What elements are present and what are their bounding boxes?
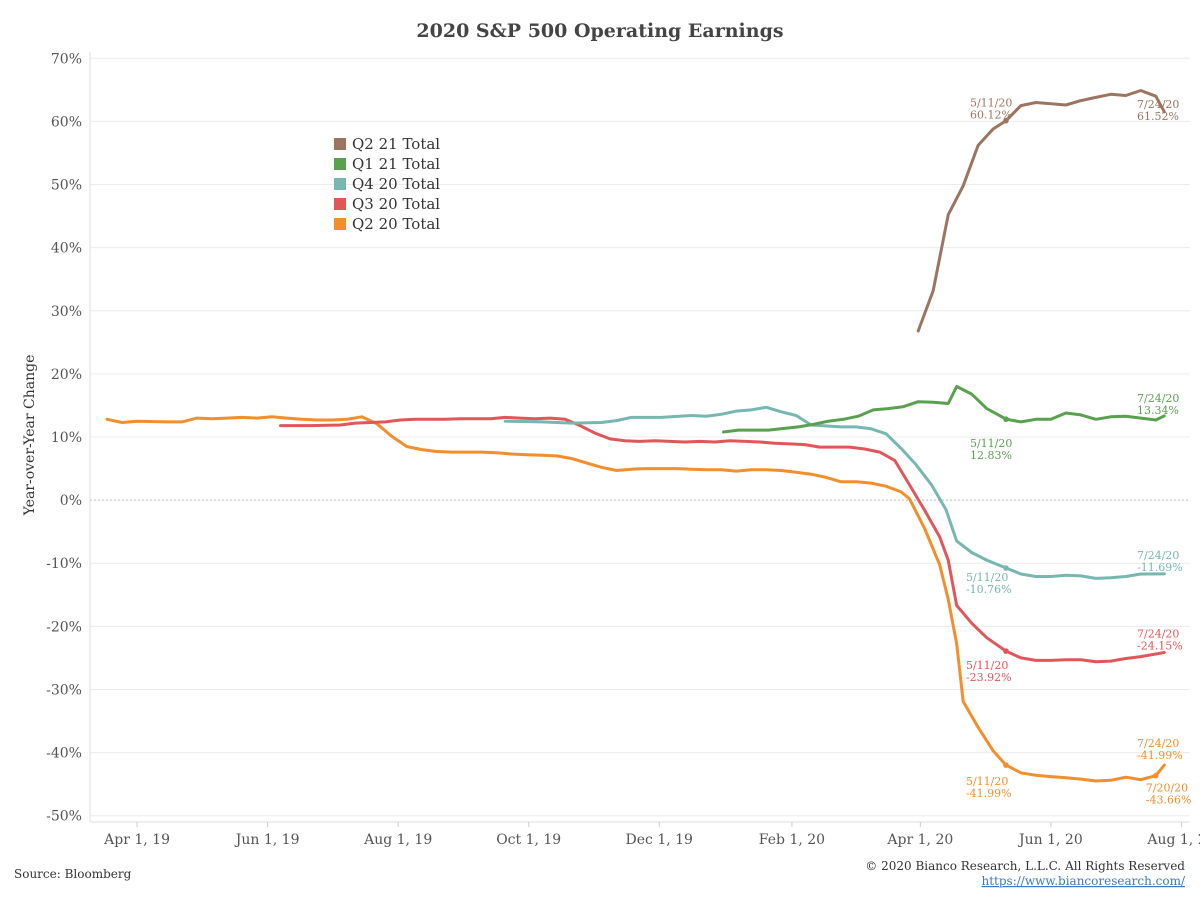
legend-swatch xyxy=(334,138,346,150)
series-line xyxy=(503,405,1166,580)
series-lines xyxy=(105,89,1166,783)
legend-label: Q3 20 Total xyxy=(352,195,440,213)
annotations: 5/11/2060.12%7/24/2061.52%5/11/2012.83%7… xyxy=(966,97,1191,807)
x-tick-label: Oct 1, 19 xyxy=(496,832,561,848)
x-tick-label: Dec 1, 19 xyxy=(626,832,693,848)
data-label-value: -41.99% xyxy=(1137,749,1183,762)
legend-swatch xyxy=(334,218,346,230)
x-tick-label: Jun 1, 20 xyxy=(1017,832,1083,848)
data-label-date: 7/24/20 xyxy=(1137,549,1179,562)
legend-label: Q1 21 Total xyxy=(352,155,440,173)
markers xyxy=(1003,117,1159,779)
x-tick-label: Apr 1, 20 xyxy=(886,832,953,848)
website-link[interactable]: https://www.biancoresearch.com/ xyxy=(981,874,1185,888)
data-label-date: 5/11/20 xyxy=(966,571,1008,584)
series-line xyxy=(722,385,1166,434)
x-tick-label: Aug 1, 19 xyxy=(363,832,432,848)
y-tick-label: 60% xyxy=(51,114,82,130)
gridlines xyxy=(90,57,1190,817)
data-label-date: 5/11/20 xyxy=(966,659,1008,672)
data-label-date: 5/11/20 xyxy=(966,775,1008,788)
y-tick-label: -20% xyxy=(46,619,82,635)
series-line xyxy=(105,415,1166,783)
series-line xyxy=(916,89,1166,333)
data-point-marker xyxy=(1003,565,1009,571)
legend: Q2 21 Total Q1 21 Total Q4 20 Total Q3 20 T… xyxy=(334,135,440,233)
source-note: Source: Bloomberg xyxy=(14,867,132,881)
data-label-value: 12.83% xyxy=(970,449,1012,462)
data-label-value: -41.99% xyxy=(966,787,1012,800)
data-label-date: 5/11/20 xyxy=(970,437,1012,450)
data-point-marker xyxy=(1003,416,1009,422)
data-label-value: 13.34% xyxy=(1137,404,1179,417)
y-tick-label: -30% xyxy=(46,682,82,698)
data-label-value: -24.15% xyxy=(1137,640,1183,653)
data-label-value: -23.92% xyxy=(966,671,1012,684)
copyright-note: © 2020 Bianco Research, L.L.C. All Right… xyxy=(865,859,1185,873)
data-point-marker xyxy=(1003,762,1009,768)
y-tick-label: 70% xyxy=(51,51,82,67)
data-label-date: 7/24/20 xyxy=(1137,737,1179,750)
legend-label: Q2 20 Total xyxy=(352,215,440,233)
y-tick-label: 30% xyxy=(51,304,82,320)
data-label-date: 7/24/20 xyxy=(1137,98,1179,111)
legend-label: Q2 21 Total xyxy=(352,135,440,153)
legend-swatch xyxy=(334,158,346,170)
data-point-marker xyxy=(1152,772,1159,779)
y-tick-label: -10% xyxy=(46,556,82,572)
y-tick-label: 10% xyxy=(51,430,82,446)
x-tick-label: Feb 1, 20 xyxy=(759,832,825,848)
y-tick-label: 0% xyxy=(60,493,82,509)
x-tick-label: Aug 1, 20 xyxy=(1146,832,1200,848)
y-tick-label: -40% xyxy=(46,746,82,762)
data-label-value: -11.69% xyxy=(1137,561,1183,574)
data-label-value: -10.76% xyxy=(966,583,1012,596)
chart-title: 2020 S&P 500 Operating Earnings xyxy=(416,20,783,42)
data-label-date: 7/24/20 xyxy=(1137,392,1179,405)
y-tick-label: 50% xyxy=(51,178,82,194)
data-point-marker xyxy=(1003,117,1009,124)
y-axis-label: Year-over-Year Change xyxy=(22,355,38,517)
data-label-date: 7/20/20 xyxy=(1146,782,1188,795)
y-tick-label: 40% xyxy=(51,241,82,257)
x-tick-label: Apr 1, 19 xyxy=(103,832,170,848)
legend-swatch xyxy=(334,198,346,210)
data-label-value: 61.52% xyxy=(1137,110,1179,123)
data-label-value: -43.66% xyxy=(1146,794,1192,807)
x-tick-label: Jun 1, 19 xyxy=(234,832,300,848)
data-point-marker xyxy=(1003,648,1009,654)
data-label-date: 5/11/20 xyxy=(970,97,1012,110)
axes: 70% 60% 50% 40% 30% 20% 10% 0% -10% -20% -30% -40% -… xyxy=(46,51,1200,848)
legend-label: Q4 20 Total xyxy=(352,175,440,193)
data-label-value: 60.12% xyxy=(970,109,1012,122)
y-tick-label: -50% xyxy=(46,809,82,825)
data-label-date: 7/24/20 xyxy=(1137,628,1179,641)
legend-swatch xyxy=(334,178,346,190)
series-line xyxy=(279,415,1166,664)
y-tick-label: 20% xyxy=(51,367,82,383)
